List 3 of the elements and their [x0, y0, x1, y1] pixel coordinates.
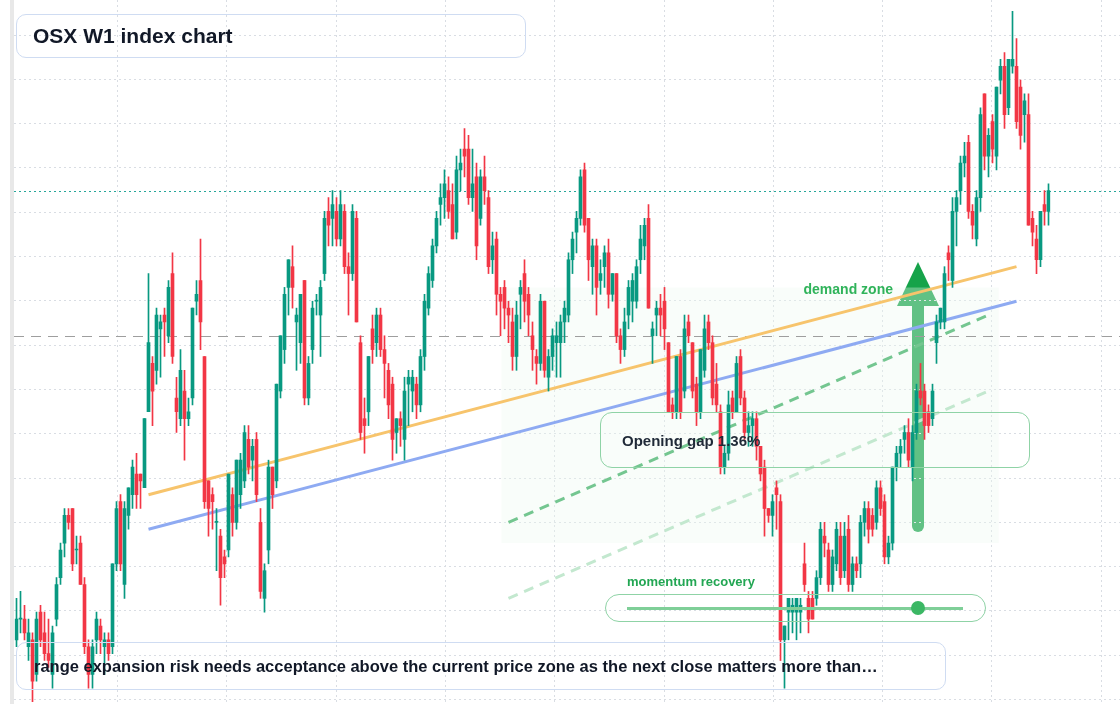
band-label: demand zone: [803, 281, 894, 298]
text: OSX W1 index chart: [16, 14, 526, 58]
annotation: momentum recovery: [627, 574, 755, 589]
